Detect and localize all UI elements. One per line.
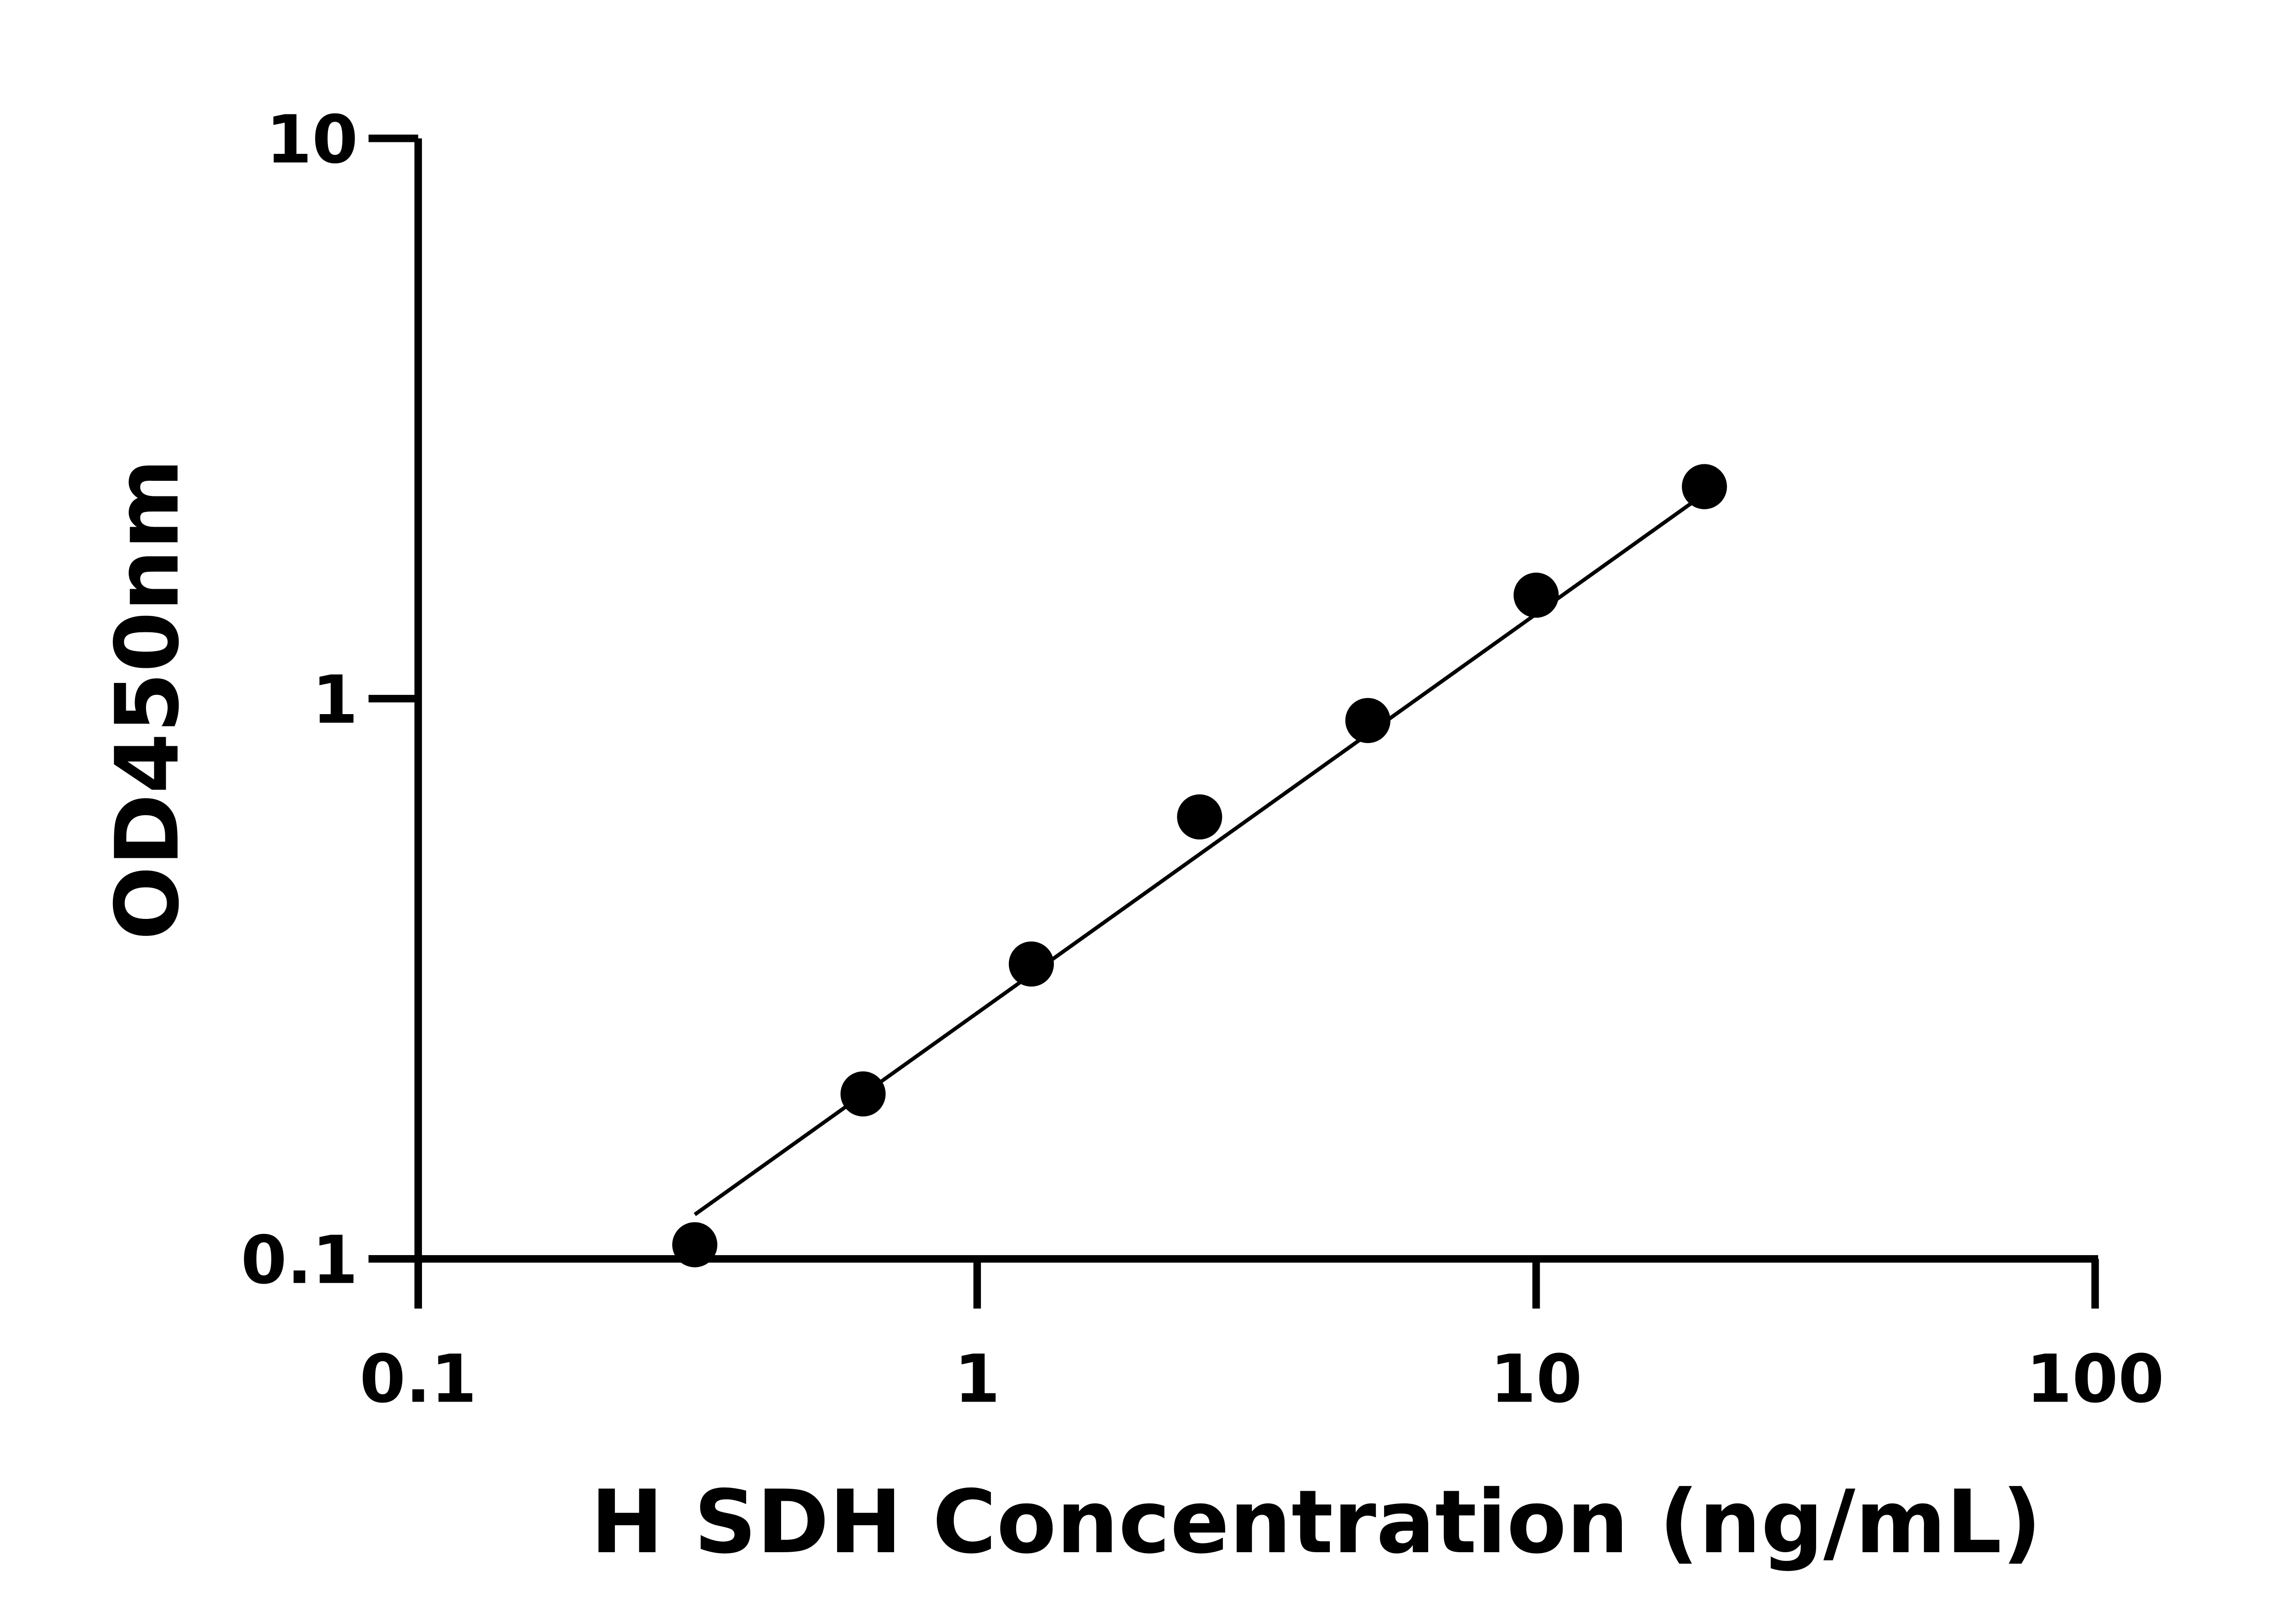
point [1008,941,1054,987]
x-tick-label: 10 [1490,1340,1582,1418]
x-tick-label: 1 [954,1340,1000,1418]
y-tick-label: 1 [312,661,358,738]
point [1177,794,1222,840]
y-axis-title: OD450nm [97,459,198,941]
x-tick-label: 100 [2026,1340,2164,1418]
x-tick-label: 0.1 [360,1340,477,1418]
x-axis-title: H SDH Concentration (ng/mL) [591,1471,2042,1573]
y-tick-label: 0.1 [241,1222,358,1299]
y-tick-label: 10 [266,101,358,178]
point [1345,698,1390,743]
point [672,1222,718,1267]
point [1514,572,1559,618]
point [840,1071,886,1117]
point [1682,464,1727,509]
